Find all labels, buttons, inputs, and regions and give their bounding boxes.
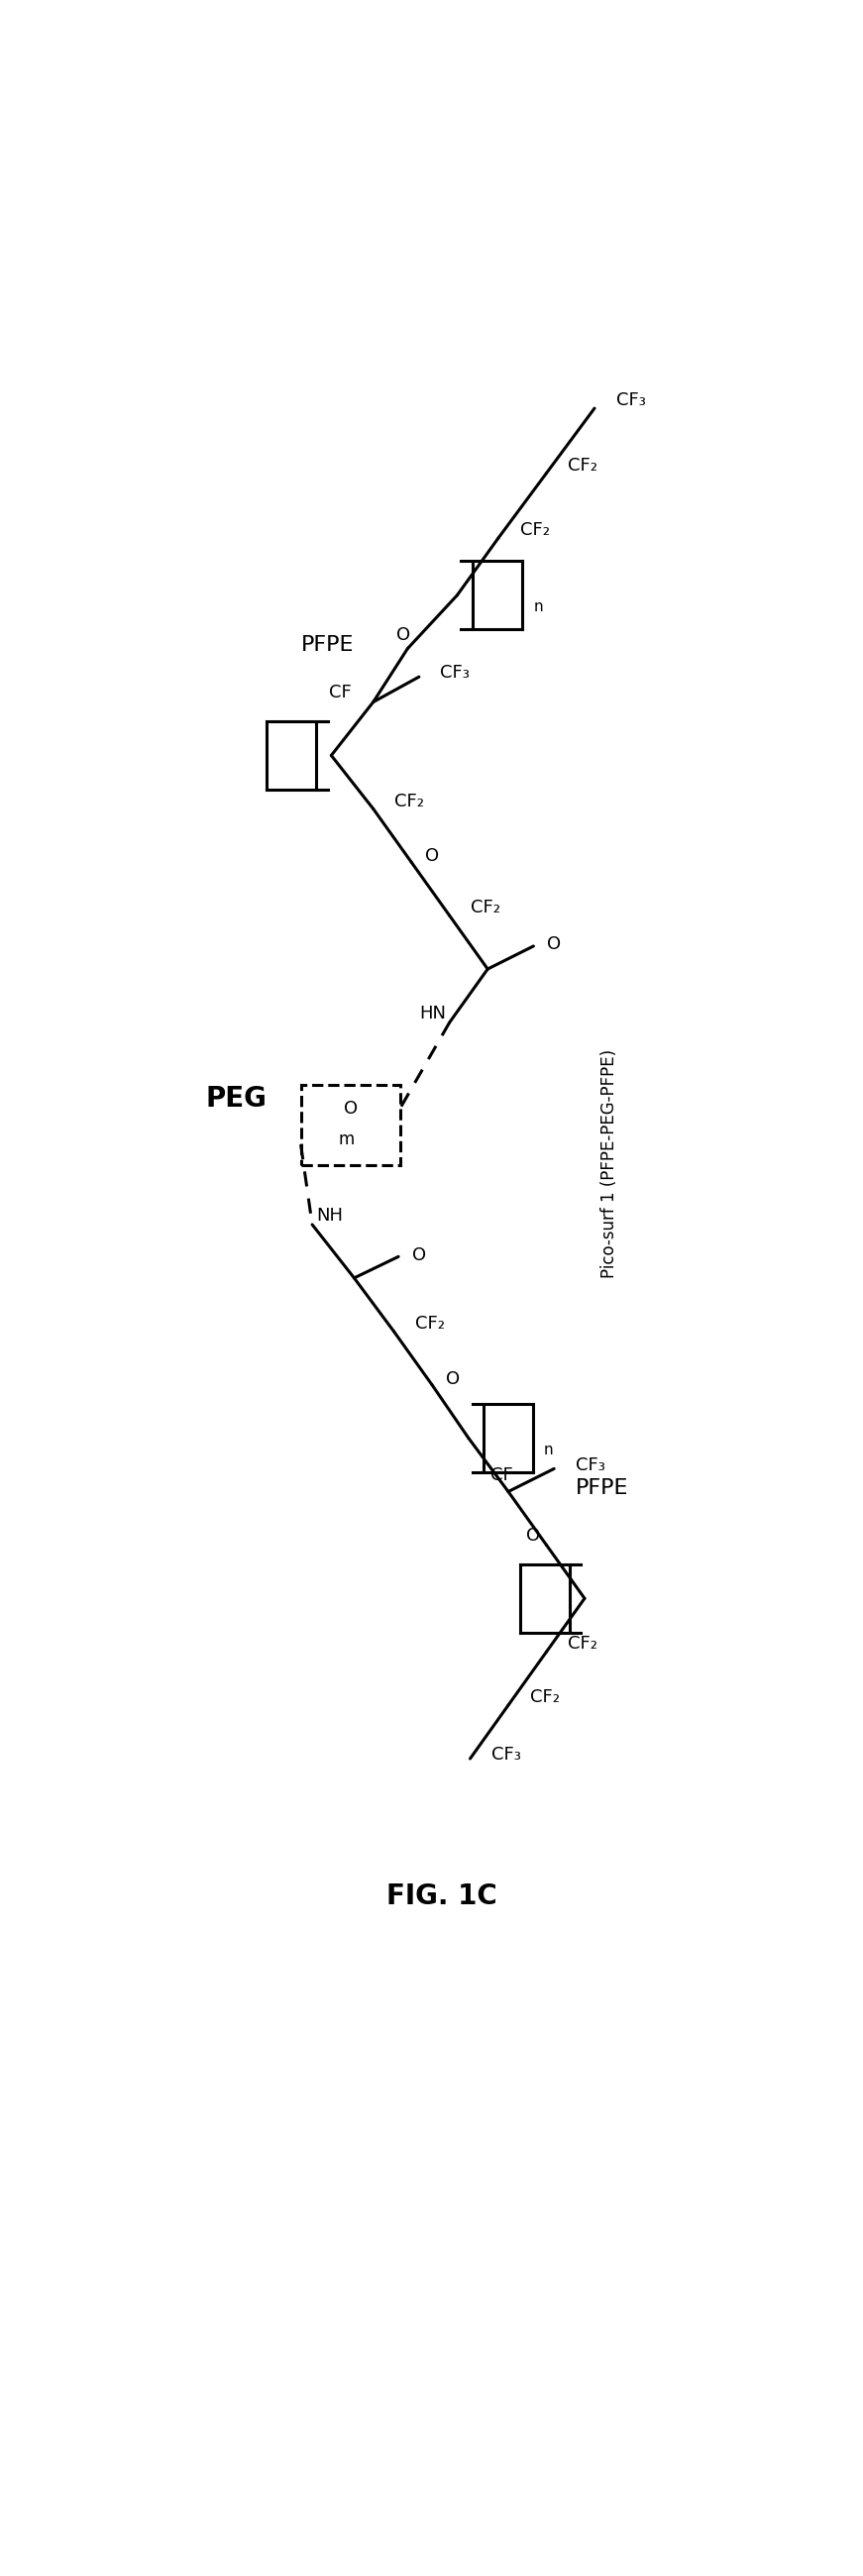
Text: CF: CF	[491, 1466, 513, 1484]
FancyBboxPatch shape	[301, 1084, 400, 1164]
Text: NH: NH	[316, 1206, 343, 1224]
Text: O: O	[413, 1247, 426, 1265]
Text: m: m	[338, 1131, 355, 1149]
Text: O: O	[343, 1100, 357, 1118]
Text: CF₃: CF₃	[576, 1455, 605, 1473]
Text: Pico-surf 1 (PFPE-PEG-PFPE): Pico-surf 1 (PFPE-PEG-PFPE)	[601, 1048, 619, 1278]
Text: HN: HN	[419, 1005, 445, 1023]
Text: CF₂: CF₂	[520, 520, 550, 538]
Text: CF₂: CF₂	[530, 1690, 559, 1705]
Text: n: n	[533, 600, 543, 613]
Text: O: O	[425, 848, 439, 866]
Text: CF₃: CF₃	[492, 1747, 521, 1765]
Text: O: O	[526, 1528, 539, 1546]
Text: CF₃: CF₃	[616, 392, 646, 410]
Text: O: O	[547, 935, 561, 953]
Text: CF₂: CF₂	[568, 456, 597, 474]
Text: FIG. 1C: FIG. 1C	[387, 1883, 497, 1909]
Text: PFPE: PFPE	[301, 634, 354, 654]
Text: CF₃: CF₃	[440, 665, 470, 683]
Text: O: O	[445, 1370, 460, 1388]
Text: PEG: PEG	[205, 1084, 267, 1113]
Text: PFPE: PFPE	[576, 1479, 628, 1497]
Text: CF₂: CF₂	[568, 1636, 597, 1654]
Text: CF₂: CF₂	[471, 899, 501, 917]
Text: n: n	[544, 1443, 553, 1458]
Text: CF₂: CF₂	[394, 793, 425, 809]
Text: O: O	[397, 626, 411, 644]
Text: CF: CF	[330, 685, 352, 701]
Text: CF₂: CF₂	[415, 1314, 445, 1332]
